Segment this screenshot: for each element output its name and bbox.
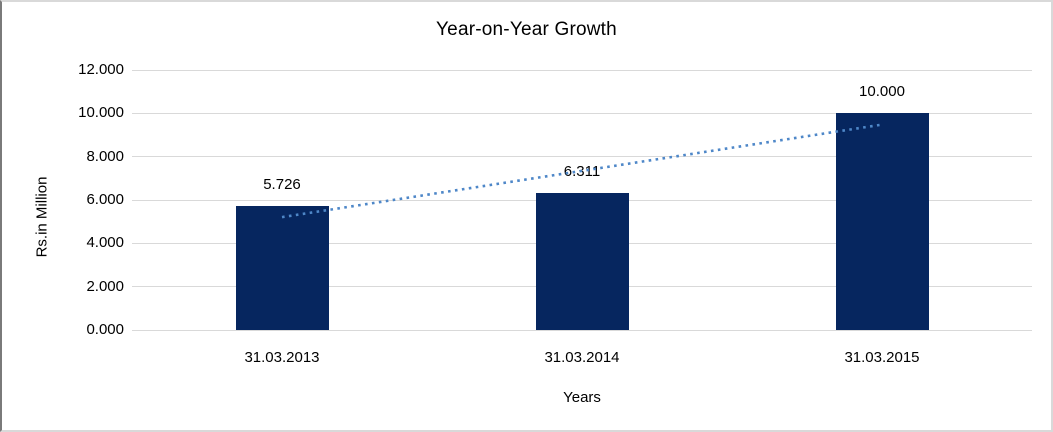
y-tick-label: 4.000: [86, 234, 124, 252]
bar-value-label: 10.000: [859, 83, 905, 101]
y-tick-label: 8.000: [86, 147, 124, 165]
gridline: [132, 156, 1032, 158]
bar: [235, 205, 329, 330]
y-tick-label: 12.000: [78, 61, 124, 78]
bar: [535, 193, 629, 330]
x-tick-label: 31.03.2014: [544, 349, 620, 366]
gridline: [132, 69, 1032, 71]
chart-title: Year-on-Year Growth: [436, 19, 617, 40]
gridline: [132, 329, 1032, 331]
gridline: [132, 112, 1032, 114]
y-tick-label: 6.000: [86, 191, 124, 208]
bar-value-label: 5.726: [263, 175, 301, 193]
x-tick-label: 31.03.2013: [244, 349, 320, 366]
y-tick-label: 10.000: [78, 104, 124, 122]
x-axis-title: Years: [563, 389, 601, 406]
x-tick-label: 31.03.2015: [844, 349, 920, 366]
bar: [835, 113, 929, 330]
y-tick-label: 2.000: [86, 277, 124, 295]
y-tick-label: 0.000: [86, 321, 124, 338]
trendline: [281, 123, 883, 219]
